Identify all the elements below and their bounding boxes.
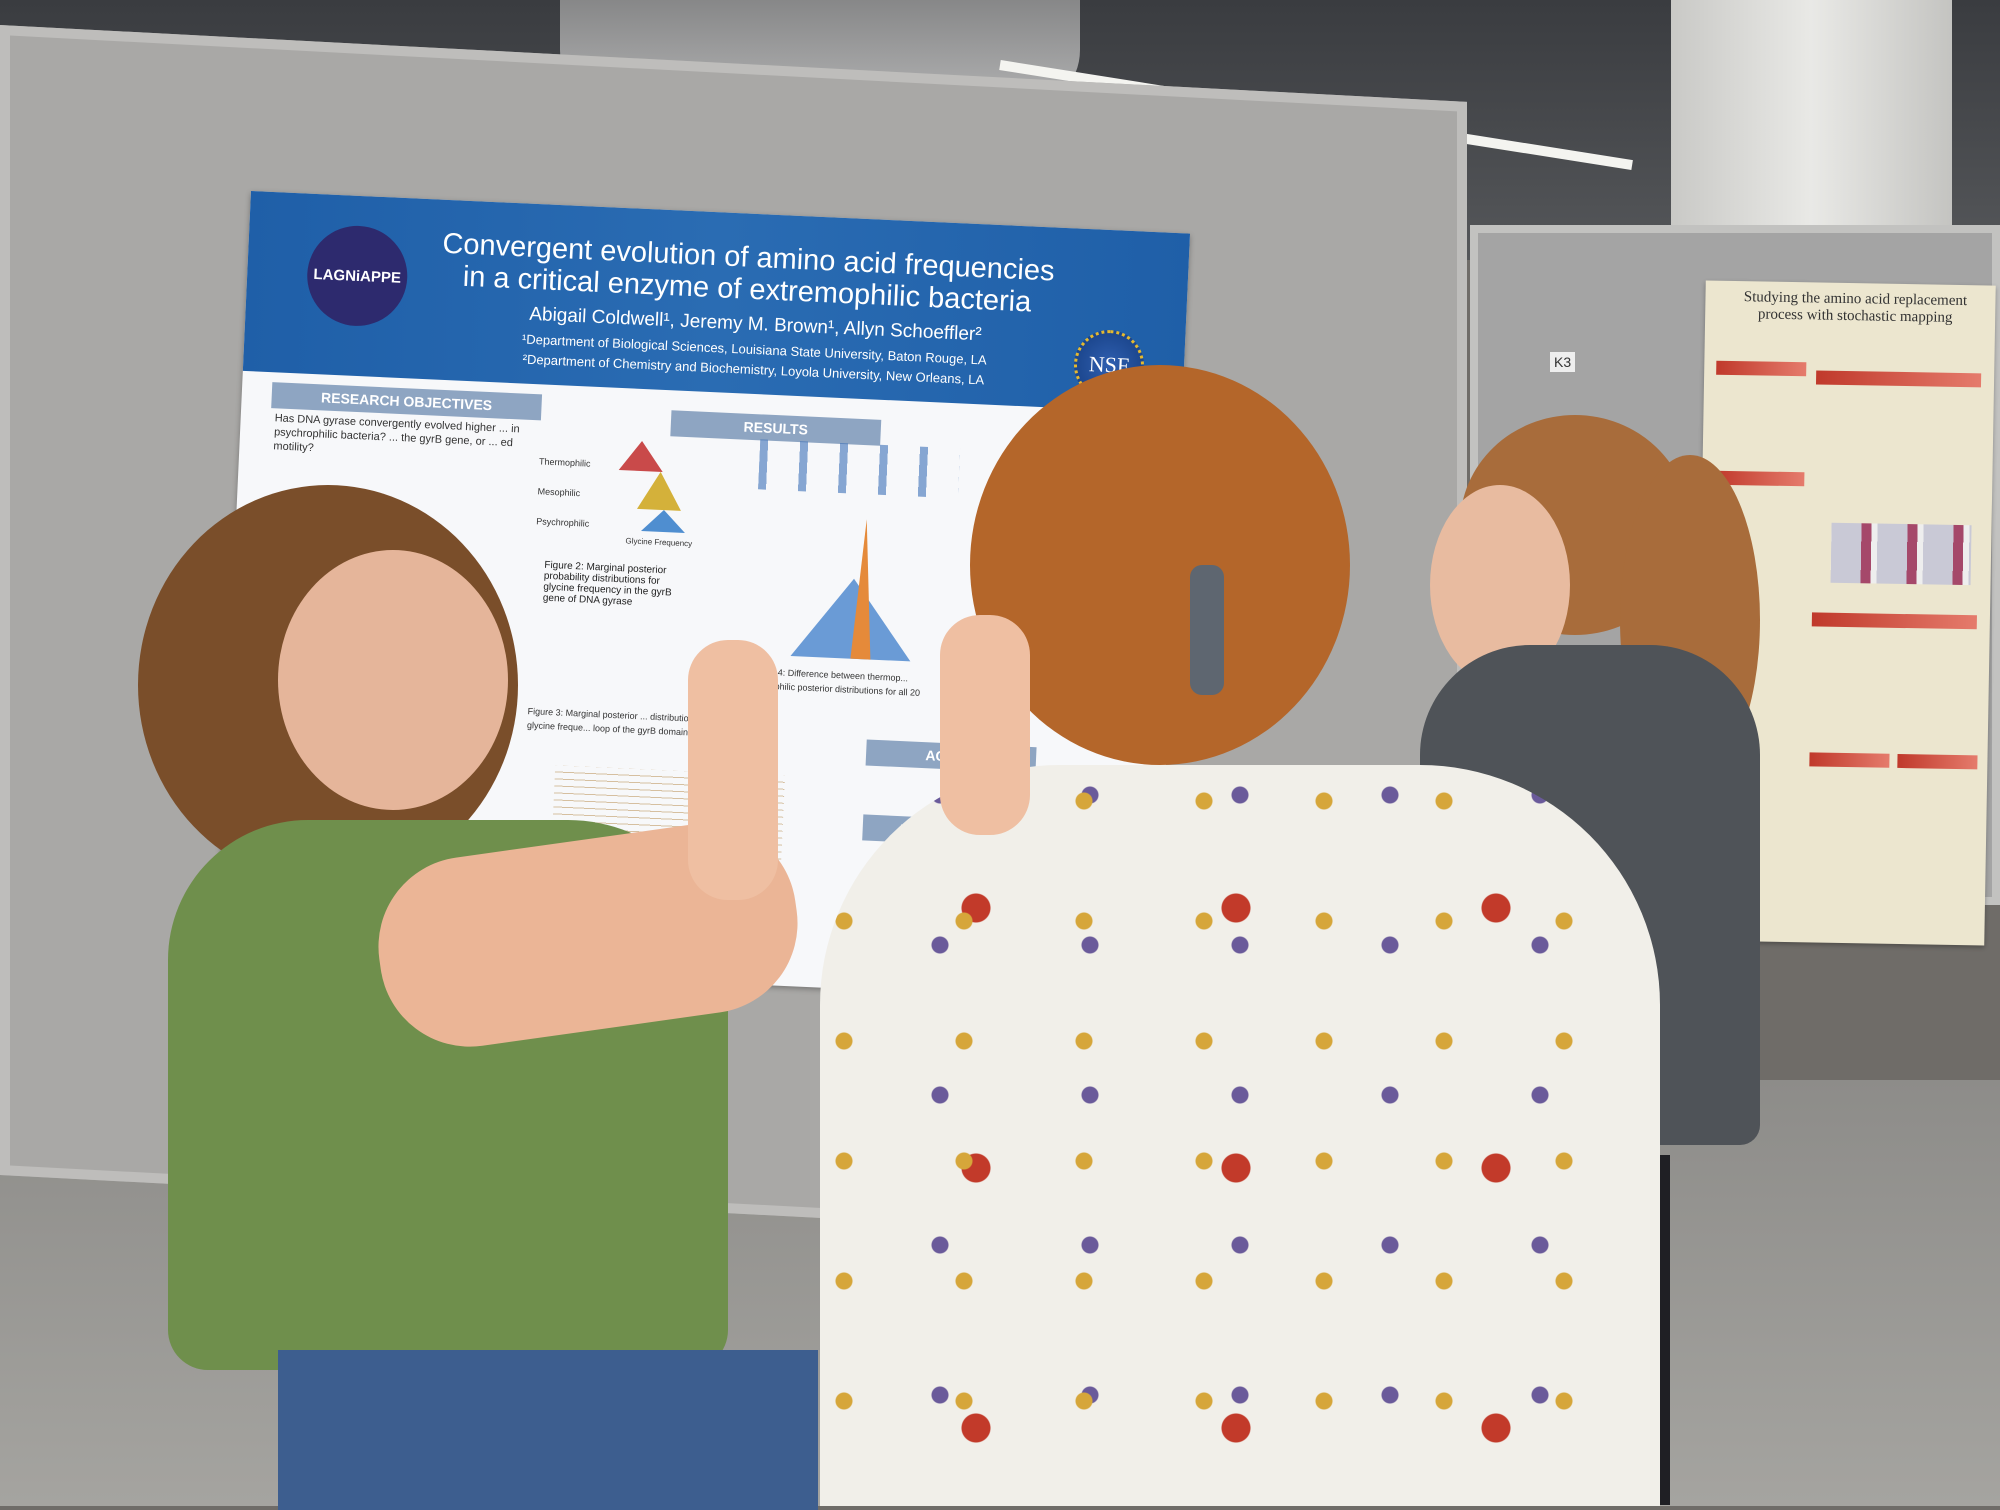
- section-bar: [1815, 370, 1982, 388]
- neighbor-poster-title: Studying the amino acid replacement proc…: [1743, 289, 1968, 326]
- figure-thumbnails: [1830, 522, 1972, 586]
- section-bar: [1897, 753, 1978, 770]
- board-label: K3: [1550, 352, 1576, 372]
- jeans: [278, 1350, 818, 1510]
- person-left: [128, 400, 818, 1510]
- raised-hand: [940, 615, 1030, 835]
- face: [278, 550, 508, 810]
- raised-hand: [688, 640, 778, 900]
- floral-shirt: [820, 765, 1660, 1506]
- section-bar: [1811, 612, 1977, 630]
- section-bar: [1809, 752, 1890, 768]
- section-bar: [1716, 360, 1807, 377]
- lagniappe-logo: LAGNiAPPE: [305, 223, 410, 329]
- hair-clip: [1190, 565, 1224, 695]
- braided-hair: [970, 365, 1350, 765]
- person-center: [820, 365, 1660, 1506]
